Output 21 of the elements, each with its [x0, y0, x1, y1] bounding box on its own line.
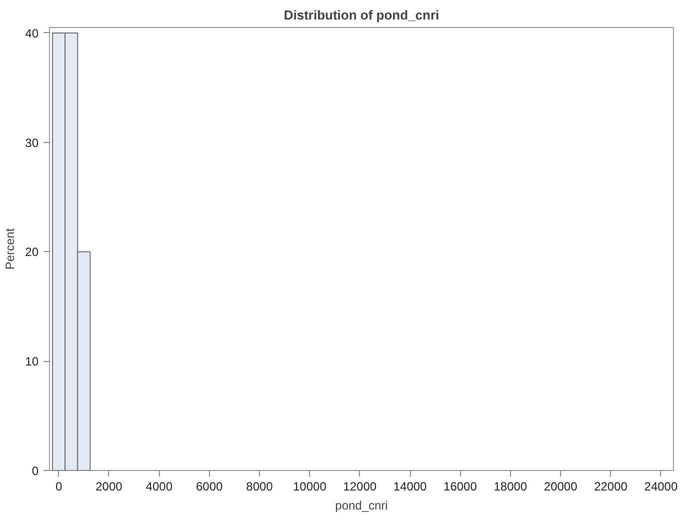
y-tick-label: 0 — [32, 464, 39, 478]
y-tick-label: 10 — [25, 354, 39, 369]
x-tick-label: 24000 — [644, 480, 678, 494]
x-axis-title: pond_cnri — [335, 498, 388, 512]
x-tick-label: 18000 — [494, 480, 528, 494]
x-tick-label: 16000 — [444, 480, 478, 494]
x-tick-label: 22000 — [594, 480, 628, 494]
x-tick-label: 20000 — [544, 480, 578, 494]
x-tick-label: 6000 — [196, 480, 223, 494]
y-tick-label: 20 — [25, 245, 39, 260]
x-tick-label: 14000 — [393, 480, 428, 494]
x-tick-label: 12000 — [343, 480, 377, 494]
x-tick-label: 0 — [55, 480, 62, 494]
x-tick-label: 2000 — [96, 480, 123, 494]
chart-title: Distribution of pond_cnri — [284, 8, 440, 22]
y-tick-label: 30 — [25, 136, 39, 150]
y-tick-label: 40 — [25, 26, 39, 40]
x-tick-label: 4000 — [146, 480, 173, 494]
x-tick-label: 8000 — [246, 480, 274, 494]
y-axis-title: Percent — [3, 228, 18, 270]
x-tick-label: 10000 — [293, 480, 327, 494]
